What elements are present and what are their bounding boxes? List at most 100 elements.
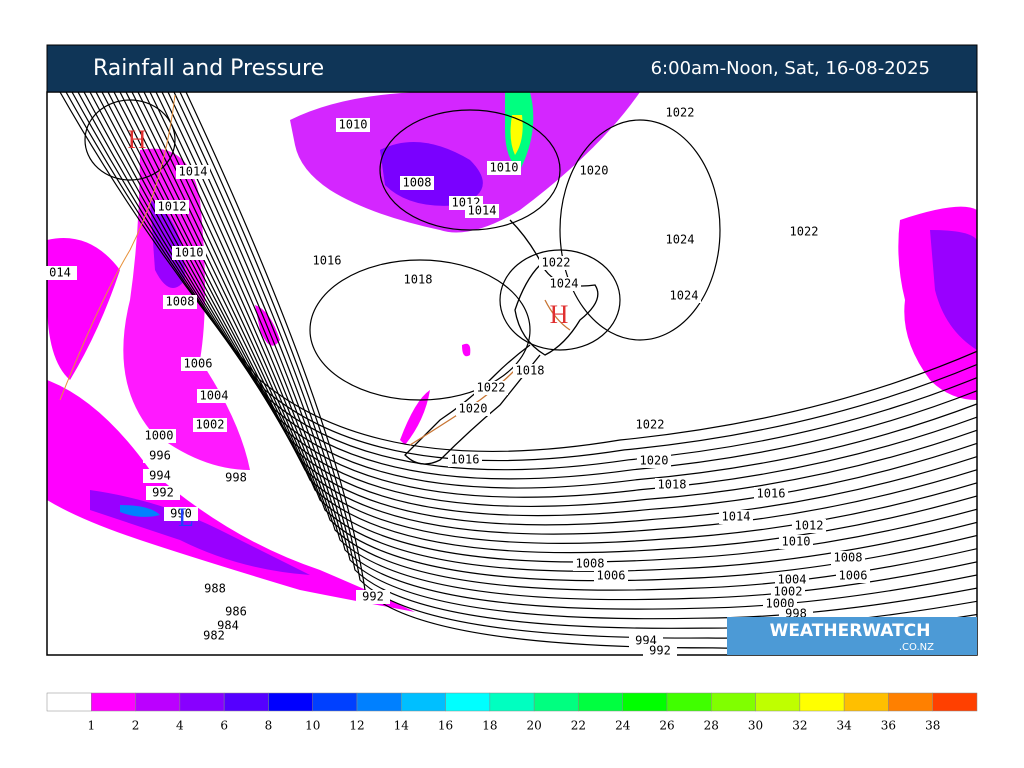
isobar-label: 014 bbox=[49, 266, 71, 280]
rain-areas bbox=[47, 92, 977, 612]
isobar-label-bg bbox=[181, 357, 215, 371]
header-title: Rainfall and Pressure bbox=[93, 56, 324, 81]
header-bar bbox=[46, 44, 978, 93]
isobar-label: 1008 bbox=[166, 295, 195, 309]
isobar-label: 992 bbox=[649, 644, 671, 658]
isobar-label: 1002 bbox=[774, 585, 803, 599]
isobar-label: 1020 bbox=[640, 454, 669, 468]
isobar-label-bg bbox=[197, 389, 231, 403]
legend-tick-label: 30 bbox=[748, 719, 763, 733]
isobar-label: 1022 bbox=[666, 106, 695, 120]
legend-tick-label: 20 bbox=[527, 719, 542, 733]
pressure-centre: L bbox=[178, 503, 194, 532]
isobar-label-bg bbox=[143, 469, 177, 483]
isobar-label-bg bbox=[547, 277, 581, 291]
isobar-label-bg bbox=[448, 453, 482, 467]
isobar-label: 1004 bbox=[778, 573, 807, 587]
isobar-label: 1024 bbox=[666, 233, 695, 247]
isobar-label-bg bbox=[146, 486, 180, 500]
isobar-label-bg bbox=[787, 225, 821, 239]
isobar-label-bg bbox=[43, 266, 77, 280]
isobar-label: 1014 bbox=[179, 165, 208, 179]
legend-swatch bbox=[578, 692, 623, 712]
isobar-label: 1024 bbox=[670, 289, 699, 303]
isobar-label-bg bbox=[197, 629, 231, 643]
legend-tick-label: 12 bbox=[349, 719, 364, 733]
isobar-label: 1008 bbox=[834, 551, 863, 565]
legend-tick-label: 1 bbox=[87, 719, 95, 733]
legend-tick-label: 34 bbox=[837, 719, 853, 733]
isobar-label-bg bbox=[163, 295, 197, 309]
isobar-label: 1006 bbox=[597, 569, 626, 583]
isobar-label: 1012 bbox=[158, 200, 187, 214]
isobar-label-bg bbox=[539, 256, 573, 270]
isobar-label-bg bbox=[643, 644, 677, 658]
isobar-label: 1020 bbox=[580, 164, 609, 178]
isobar-label: 1022 bbox=[477, 381, 506, 395]
isobar-label-bg bbox=[198, 582, 232, 596]
legend-swatch bbox=[843, 692, 889, 712]
legend-tick-label: 4 bbox=[176, 719, 184, 733]
isobar bbox=[107, 92, 977, 526]
isobar-label: 998 bbox=[225, 471, 247, 485]
pressure-centre: H bbox=[550, 300, 569, 329]
legend-swatch bbox=[666, 692, 712, 712]
isobar-label: 1018 bbox=[658, 478, 687, 492]
isobar-label-bg bbox=[400, 176, 434, 190]
isobar bbox=[143, 92, 977, 582]
isobar-label-bg bbox=[219, 605, 253, 619]
legend-tick-label: 8 bbox=[265, 719, 273, 733]
isobar bbox=[309, 259, 531, 401]
isobar-label: 1022 bbox=[542, 256, 571, 270]
isobar-label-bg bbox=[831, 551, 865, 565]
legend-swatch bbox=[711, 692, 756, 712]
header-time: 6:00am-Noon, Sat, 16-08-2025 bbox=[651, 58, 930, 79]
isobar-label-bg bbox=[637, 454, 671, 468]
isobar-label-bg bbox=[176, 165, 210, 179]
isobar-label: 996 bbox=[149, 449, 171, 463]
isobar-label-bg bbox=[172, 246, 206, 260]
isobar-label-bg bbox=[573, 557, 607, 571]
legend-swatch bbox=[312, 692, 358, 712]
isobar-label: 1004 bbox=[200, 389, 229, 403]
isobar-label-bg bbox=[310, 254, 344, 268]
legend-swatch bbox=[489, 692, 535, 712]
isobar-label: 1018 bbox=[516, 364, 545, 378]
isobar bbox=[559, 119, 721, 341]
legend-tick-label: 24 bbox=[615, 719, 631, 733]
isobar-label: 990 bbox=[170, 507, 192, 521]
isobar-label-bg bbox=[487, 161, 521, 175]
isobar-label: 1016 bbox=[451, 453, 480, 467]
isobar bbox=[499, 249, 621, 351]
isobar-label: 1018 bbox=[404, 273, 433, 287]
isobar-label-bg bbox=[193, 418, 227, 432]
isobar-label-bg bbox=[142, 429, 176, 443]
isobar-label: 1014 bbox=[722, 510, 751, 524]
isobar-label: 1006 bbox=[839, 569, 868, 583]
isobar-label: 1024 bbox=[550, 277, 579, 291]
pressure-centres: H H L bbox=[128, 125, 569, 532]
isobar bbox=[155, 92, 977, 601]
legend-swatch bbox=[135, 692, 181, 712]
isobar bbox=[65, 92, 977, 462]
isobar bbox=[95, 92, 977, 508]
rain-legend: 1 2 4 6 8 10 12 14 16 18 20 22 24 26 28 30 32 34 36 38 bbox=[46, 692, 978, 733]
legend-swatch bbox=[799, 692, 845, 712]
isobar-label: 1010 bbox=[490, 161, 519, 175]
legend-swatch bbox=[223, 692, 269, 712]
isobar-label-bg bbox=[775, 573, 809, 587]
isobar bbox=[125, 92, 977, 554]
isobar-label-bg bbox=[401, 273, 435, 287]
isobar-label: 1000 bbox=[145, 429, 174, 443]
isobar-label: 988 bbox=[204, 582, 226, 596]
isobar bbox=[84, 99, 176, 181]
isobar-labels: 1010101410121010100810061004100210009969… bbox=[43, 106, 870, 658]
isobar-label: 992 bbox=[362, 590, 384, 604]
legend-swatch bbox=[179, 692, 225, 712]
isobar-label-bg bbox=[667, 289, 701, 303]
legend-tick-label: 32 bbox=[792, 719, 807, 733]
isobar-label-bg bbox=[792, 519, 826, 533]
legend-tick-label: 6 bbox=[220, 719, 228, 733]
isobar-label: 1016 bbox=[757, 487, 786, 501]
legend-swatch bbox=[932, 692, 978, 712]
